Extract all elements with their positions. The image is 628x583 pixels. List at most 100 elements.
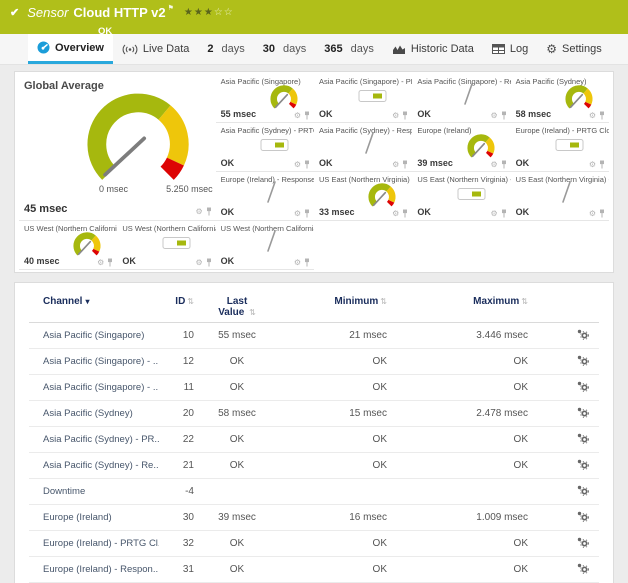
tile-value: 58 msec	[516, 109, 552, 119]
pin-icon[interactable]	[107, 258, 113, 267]
pin-icon[interactable]	[599, 111, 605, 120]
gauge-tile[interactable]: Asia Pacific (Sydney) - Respo... OK ⚙	[314, 123, 412, 172]
gear-icon[interactable]: ⚙	[490, 161, 497, 169]
channel-settings-gears-icon[interactable]	[576, 458, 589, 473]
tab-historic-data[interactable]: Historic Data	[383, 34, 483, 64]
status-switch-indicator	[162, 236, 192, 250]
channel-settings-gears-icon[interactable]	[576, 354, 589, 369]
gauge-tile-global-average[interactable]: Global Average 0 msec 5.250 msec 45 msec…	[19, 74, 216, 221]
table-row[interactable]: Asia Pacific (Sydney) - Re... 21 OK OK O…	[29, 453, 599, 479]
gear-icon[interactable]: ⚙	[294, 161, 301, 169]
pin-icon[interactable]	[304, 111, 310, 120]
tile-visual	[358, 89, 388, 108]
gauge-needle	[571, 95, 583, 108]
gear-icon[interactable]: ⚙	[490, 210, 497, 218]
column-header-maximum[interactable]: Maximum⇅	[387, 291, 528, 323]
gear-icon[interactable]: ⚙	[589, 161, 596, 169]
pin-icon[interactable]	[304, 160, 310, 169]
gauge-tile[interactable]: Europe (Ireland) 39 msec ⚙	[412, 123, 510, 172]
cell-channel[interactable]: Europe (Ireland) - Respon...	[29, 557, 159, 583]
gear-icon[interactable]: ⚙	[294, 259, 301, 267]
flag-icon[interactable]: ⚑	[168, 4, 174, 12]
gauge-tile[interactable]: US West (Northern California)... OK ⚙	[117, 221, 215, 270]
tile-visual	[258, 227, 282, 258]
gear-icon[interactable]: ⚙	[97, 259, 104, 267]
cell-channel[interactable]: Asia Pacific (Sydney) - Re...	[29, 453, 159, 479]
table-row[interactable]: Asia Pacific (Sydney) 20 58 msec 15 msec…	[29, 401, 599, 427]
pin-icon[interactable]	[402, 111, 408, 120]
table-row[interactable]: Asia Pacific (Sydney) - PR... 22 OK OK O…	[29, 427, 599, 453]
cell-channel[interactable]: Europe (Ireland) - PRTG Cl...	[29, 531, 159, 557]
pin-icon[interactable]	[501, 111, 507, 120]
pin-icon[interactable]	[206, 258, 212, 267]
pin-icon[interactable]	[304, 258, 310, 267]
tab-log[interactable]: Log	[483, 34, 537, 64]
gauge-tile[interactable]: Asia Pacific (Sydney) - PRTG ... OK ⚙	[216, 123, 314, 172]
gear-icon[interactable]: ⚙	[195, 208, 202, 216]
table-row[interactable]: Downtime -4	[29, 479, 599, 505]
tab-overview[interactable]: Overview	[28, 34, 113, 64]
gear-icon[interactable]: ⚙	[490, 112, 497, 120]
tab-live-data[interactable]: Live Data	[113, 34, 198, 64]
gauge-tile[interactable]: US East (Northern Virginia) - ... OK ⚙	[511, 172, 609, 221]
cell-channel[interactable]: Asia Pacific (Singapore)	[29, 323, 159, 349]
gauge-tile[interactable]: US West (Northern California) 40 msec ⚙	[19, 221, 117, 270]
pin-icon[interactable]	[402, 160, 408, 169]
gear-icon[interactable]: ⚙	[294, 112, 301, 120]
tile-icons: ⚙	[195, 258, 211, 267]
gear-icon[interactable]: ⚙	[392, 112, 399, 120]
pin-icon[interactable]	[599, 209, 605, 218]
column-header-channel[interactable]: Channel▾	[29, 291, 159, 323]
gauge-tile[interactable]: Asia Pacific (Singapore) - PR... OK ⚙	[314, 74, 412, 123]
channel-settings-gears-icon[interactable]	[576, 406, 589, 421]
pin-icon[interactable]	[599, 160, 605, 169]
table-row[interactable]: Asia Pacific (Singapore) - ... 12 OK OK …	[29, 349, 599, 375]
column-header-id[interactable]: ID⇅	[159, 291, 194, 323]
cell-channel[interactable]: Asia Pacific (Singapore) - ...	[29, 375, 159, 401]
gear-icon[interactable]: ⚙	[589, 210, 596, 218]
pin-icon[interactable]	[304, 209, 310, 218]
gear-icon[interactable]: ⚙	[294, 210, 301, 218]
gauge-tile[interactable]: US West (Northern California)... OK ⚙	[216, 221, 314, 270]
gauge-tile[interactable]: US East (Northern Virginia) - ... OK ⚙	[412, 172, 510, 221]
table-row[interactable]: Europe (Ireland) 30 39 msec 16 msec 1.00…	[29, 505, 599, 531]
cell-channel[interactable]: Downtime	[29, 479, 159, 505]
gauge-tile[interactable]: US East (Northern Virginia) 33 msec ⚙	[314, 172, 412, 221]
pin-icon[interactable]	[402, 209, 408, 218]
gauge-tile[interactable]: Asia Pacific (Singapore) 55 msec ⚙	[216, 74, 314, 123]
table-row[interactable]: Asia Pacific (Singapore) 10 55 msec 21 m…	[29, 323, 599, 349]
tile-value: 55 msec	[221, 109, 257, 119]
tab-settings[interactable]: ⚙ Settings	[537, 34, 611, 64]
table-row[interactable]: Europe (Ireland) - Respon... 31 OK OK OK	[29, 557, 599, 583]
channel-settings-gears-icon[interactable]	[576, 432, 589, 447]
column-header-last-value[interactable]: Last Value ⇅	[194, 291, 280, 323]
gear-icon[interactable]: ⚙	[392, 210, 399, 218]
cell-channel[interactable]: Asia Pacific (Sydney) - PR...	[29, 427, 159, 453]
gauge-tile[interactable]: Asia Pacific (Singapore) - Res... OK ⚙	[412, 74, 510, 123]
channel-settings-gears-icon[interactable]	[576, 328, 589, 343]
tab-2-days[interactable]: 2days	[198, 34, 253, 64]
gauge-tile[interactable]: Asia Pacific (Sydney) 58 msec ⚙	[511, 74, 609, 123]
star-rating[interactable]: ★★★☆☆	[184, 7, 234, 18]
channel-settings-gears-icon[interactable]	[576, 536, 589, 551]
channel-settings-gears-icon[interactable]	[576, 562, 589, 577]
gauge-tile[interactable]: Europe (Ireland) - PRTG Cloud... OK ⚙	[511, 123, 609, 172]
channel-settings-gears-icon[interactable]	[576, 484, 589, 499]
channel-settings-gears-icon[interactable]	[576, 380, 589, 395]
cell-channel[interactable]: Europe (Ireland)	[29, 505, 159, 531]
pin-icon[interactable]	[206, 207, 212, 216]
table-row[interactable]: Asia Pacific (Singapore) - ... 11 OK OK …	[29, 375, 599, 401]
tab-30-days[interactable]: 30days	[254, 34, 316, 64]
gear-icon[interactable]: ⚙	[195, 259, 202, 267]
channel-settings-gears-icon[interactable]	[576, 510, 589, 525]
tab-365-days[interactable]: 365days	[315, 34, 383, 64]
cell-channel[interactable]: Asia Pacific (Singapore) - ...	[29, 349, 159, 375]
gauge-tile[interactable]: Europe (Ireland) - Response C... OK ⚙	[216, 172, 314, 221]
cell-channel[interactable]: Asia Pacific (Sydney)	[29, 401, 159, 427]
gear-icon[interactable]: ⚙	[392, 161, 399, 169]
pin-icon[interactable]	[501, 160, 507, 169]
table-row[interactable]: Europe (Ireland) - PRTG Cl... 32 OK OK O…	[29, 531, 599, 557]
column-header-minimum[interactable]: Minimum⇅	[280, 291, 387, 323]
pin-icon[interactable]	[501, 209, 507, 218]
gear-icon[interactable]: ⚙	[589, 112, 596, 120]
